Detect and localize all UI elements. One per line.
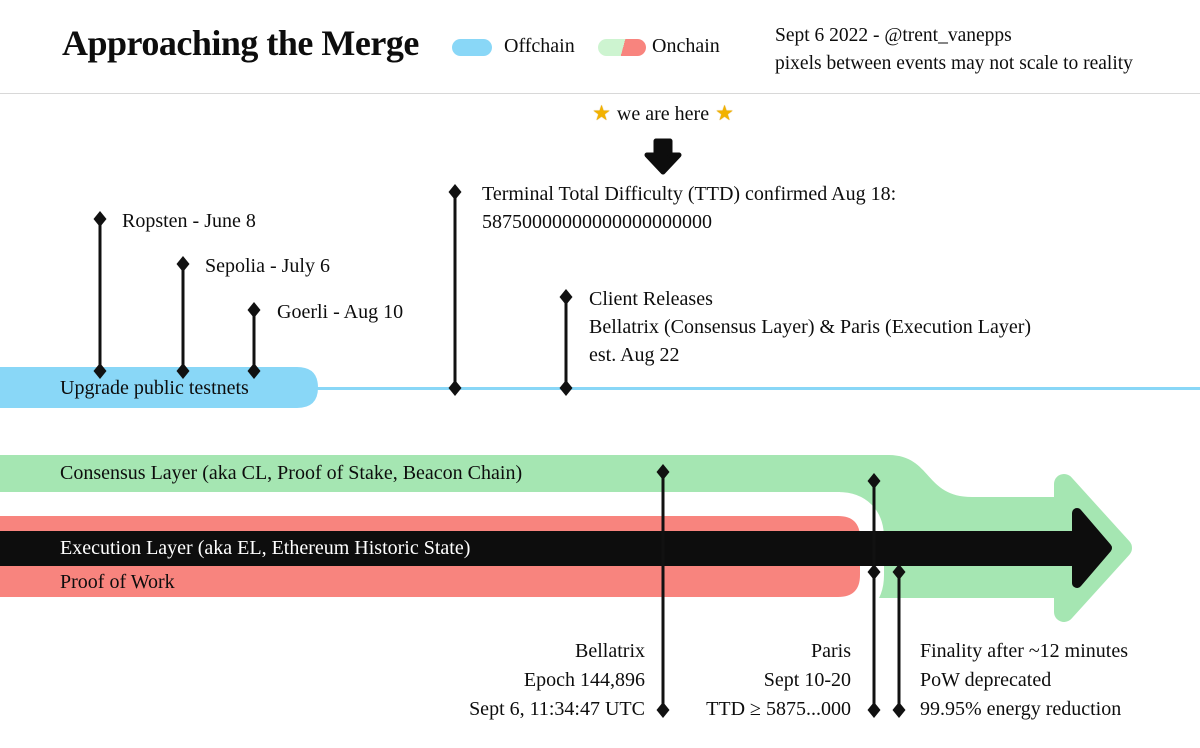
bellatrix-name: Bellatrix bbox=[575, 640, 645, 662]
paris-name: Paris bbox=[811, 640, 851, 662]
pow-band-label: Proof of Work bbox=[60, 571, 175, 593]
ttd-line-diamond bbox=[448, 380, 462, 396]
bellatrix-bottom-diamond bbox=[656, 702, 670, 718]
offchain-legend-swatch bbox=[452, 39, 492, 56]
consensus-band-label: Consensus Layer (aka CL, Proof of Stake,… bbox=[60, 462, 523, 484]
consensus-band bbox=[0, 455, 1066, 598]
star-icon: ★ bbox=[592, 101, 611, 125]
execution-band-label: Execution Layer (aka EL, Ethereum Histor… bbox=[60, 537, 471, 559]
finality-line2: PoW deprecated bbox=[920, 669, 1052, 691]
paris-band-diamond-1 bbox=[867, 564, 881, 580]
attribution-date-author: Sept 6 2022 - @trent_vanepps bbox=[775, 25, 1012, 46]
client-line-diamond bbox=[559, 380, 573, 396]
event-stems bbox=[98, 192, 901, 710]
ttd-line2: 58750000000000000000000 bbox=[482, 211, 712, 233]
bellatrix-date: Sept 6, 11:34:47 UTC bbox=[469, 698, 645, 720]
attribution-text: Sept 6 2022 - @trent_vanepps pixels betw… bbox=[775, 22, 1133, 78]
paris-bottom-diamond-1 bbox=[867, 702, 881, 718]
paris-date: Sept 10-20 bbox=[763, 669, 851, 691]
goerli-band-diamond bbox=[247, 363, 261, 379]
onchain-legend-label: Onchain bbox=[652, 35, 720, 57]
client-line3: est. Aug 22 bbox=[589, 344, 680, 366]
page-title: Approaching the Merge bbox=[62, 23, 419, 63]
sepolia-label: Sepolia - July 6 bbox=[205, 255, 330, 277]
goerli-diamond bbox=[247, 302, 261, 318]
bellatrix-top-diamond bbox=[656, 464, 670, 480]
onchain-legend-swatch bbox=[598, 39, 646, 56]
event-diamonds bbox=[93, 184, 906, 718]
bellatrix-annotation: Bellatrix Epoch 144,896 Sept 6, 11:34:47… bbox=[400, 637, 645, 724]
ropsten-band-diamond bbox=[93, 363, 107, 379]
ttd-line1: Terminal Total Difficulty (TTD) confirme… bbox=[482, 183, 897, 205]
paris-bottom-diamond-2 bbox=[892, 702, 906, 718]
down-arrow-icon bbox=[644, 138, 682, 175]
client-line1: Client Releases bbox=[589, 288, 713, 310]
we-are-here-marker: ★ we are here ★ bbox=[560, 101, 766, 126]
testnets-band-label: Upgrade public testnets bbox=[60, 377, 249, 399]
sepolia-diamond bbox=[176, 256, 190, 272]
finality-annotation: Finality after ~12 minutes PoW deprecate… bbox=[920, 637, 1195, 724]
client-line2: Bellatrix (Consensus Layer) & Paris (Exe… bbox=[589, 316, 1032, 338]
paris-top-diamond bbox=[867, 473, 881, 489]
ropsten-diamond bbox=[93, 211, 107, 227]
sepolia-band-diamond bbox=[176, 363, 190, 379]
attribution-disclaimer: pixels between events may not scale to r… bbox=[775, 53, 1133, 74]
ttd-diamond bbox=[448, 184, 462, 200]
header-bar: Approaching the Merge Offchain Onchain S… bbox=[0, 0, 1200, 94]
offchain-timeline-line bbox=[0, 387, 1200, 390]
goerli-label: Goerli - Aug 10 bbox=[277, 301, 404, 323]
offchain-legend-label: Offchain bbox=[504, 35, 575, 57]
finality-line1: Finality after ~12 minutes bbox=[920, 640, 1129, 662]
we-are-here-label: we are here bbox=[616, 103, 710, 125]
ttd-annotation: Terminal Total Difficulty (TTD) confirme… bbox=[482, 180, 896, 236]
execution-band bbox=[0, 531, 1078, 566]
star-icon: ★ bbox=[715, 101, 734, 125]
execution-arrowhead bbox=[1072, 508, 1112, 588]
bellatrix-epoch: Epoch 144,896 bbox=[523, 669, 645, 691]
finality-line3: 99.95% energy reduction bbox=[920, 698, 1122, 720]
client-releases-annotation: Client Releases Bellatrix (Consensus Lay… bbox=[589, 285, 1031, 369]
paris-ttd: TTD ≥ 5875...000 bbox=[706, 698, 851, 720]
ropsten-label: Ropsten - June 8 bbox=[122, 210, 256, 232]
paris-band-diamond-2 bbox=[892, 564, 906, 580]
client-diamond bbox=[559, 289, 573, 305]
testnets-band bbox=[0, 367, 318, 408]
paris-annotation: Paris Sept 10-20 TTD ≥ 5875...000 bbox=[640, 637, 851, 724]
